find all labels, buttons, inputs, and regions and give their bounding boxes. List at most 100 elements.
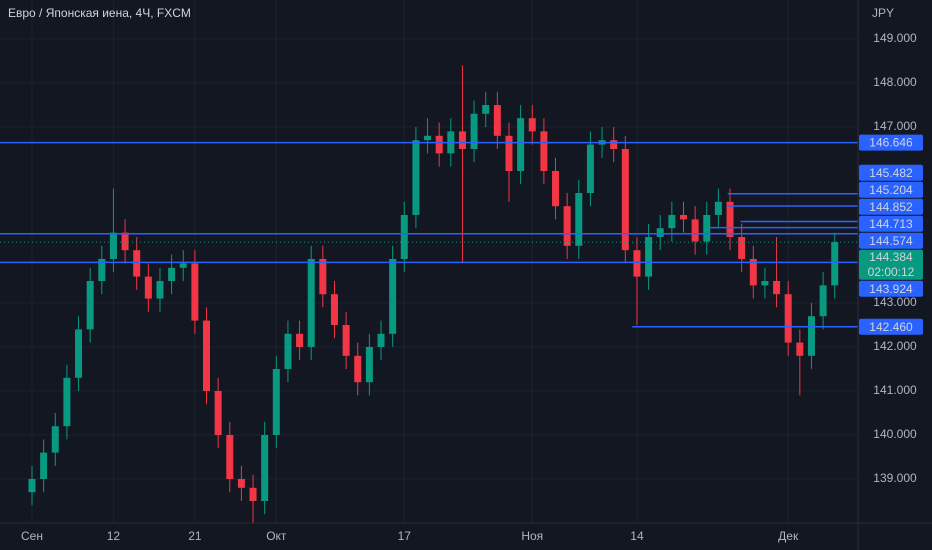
x-tick-label: Окт (266, 529, 287, 543)
candle-body (342, 324, 350, 356)
candle-body (237, 478, 245, 488)
candle-body (563, 206, 571, 246)
candle-body (831, 242, 839, 286)
candle-body (575, 192, 583, 246)
level-label: 144.852 (869, 200, 913, 214)
level-label: 142.460 (869, 320, 913, 334)
x-tick-label: 14 (630, 529, 644, 543)
candle-body (389, 258, 397, 334)
candle-body (365, 346, 373, 383)
candle-body (330, 294, 338, 325)
level-label-box (859, 232, 923, 249)
candle-body (784, 294, 792, 343)
x-tick-label: 21 (188, 529, 202, 543)
candle-body (377, 333, 385, 347)
candle-body (610, 140, 618, 149)
y-tick-label: 141.000 (873, 383, 917, 397)
candle-body (191, 263, 199, 321)
candle-body (645, 236, 653, 277)
candle-body (435, 135, 443, 154)
currency: JPY (872, 6, 894, 20)
y-tick-label: 143.000 (873, 295, 917, 309)
candle-body (796, 342, 804, 356)
candle-body (75, 329, 83, 378)
candle-body (819, 285, 827, 317)
candle-body (51, 426, 59, 453)
candle-body (319, 258, 327, 295)
candle-body (307, 258, 315, 347)
candle-body (656, 228, 664, 237)
candle-body (296, 333, 304, 347)
candle-body (749, 258, 757, 286)
candle-body (203, 320, 211, 391)
candle-body (668, 214, 676, 229)
level-label: 145.482 (869, 166, 913, 180)
x-tick-label: Ноя (521, 529, 543, 543)
y-tick-label: 142.000 (873, 339, 917, 353)
candle-body (86, 280, 94, 330)
level-label-box (859, 164, 923, 181)
level-label: 143.924 (869, 282, 913, 296)
candle-body (98, 258, 106, 281)
level-label-box (859, 181, 923, 198)
candle-body (621, 148, 629, 251)
level-label: 144.713 (869, 217, 913, 231)
candle-body (179, 263, 187, 268)
candle-body (738, 236, 746, 259)
candle-body (28, 478, 36, 493)
candle-body (633, 250, 641, 277)
candle-body (679, 214, 687, 220)
candle-body (133, 250, 141, 277)
level-label-box (859, 318, 923, 335)
y-tick-label: 147.000 (873, 119, 917, 133)
candle-body (482, 104, 490, 114)
candle-body (517, 118, 525, 171)
candle-body (156, 280, 164, 299)
x-tick-label: Сен (21, 529, 43, 543)
candle-body (540, 131, 548, 171)
candle-body (470, 113, 478, 149)
candle-body (214, 390, 222, 435)
y-tick-label: 140.000 (873, 427, 917, 441)
level-label: 146.646 (869, 136, 913, 150)
candle-body (726, 201, 734, 237)
x-tick-label: Дек (778, 529, 799, 543)
x-tick-label: 17 (398, 529, 412, 543)
candle-body (691, 219, 699, 242)
candle-body (761, 280, 769, 286)
level-label-box (859, 134, 923, 151)
x-tick-label: 12 (107, 529, 121, 543)
candle-body (528, 118, 536, 132)
candle-body (354, 355, 362, 383)
candle-body (807, 316, 815, 356)
candle-body (272, 368, 280, 435)
chart-title: Евро / Японская иена, 4Ч, FXCM (8, 6, 191, 20)
candle-body (261, 434, 269, 501)
candle-body (412, 140, 420, 215)
y-tick-label: 148.000 (873, 75, 917, 89)
plot (0, 65, 858, 523)
countdown: 02:00:12 (868, 265, 915, 279)
candle-body (109, 232, 117, 259)
last-price-box (859, 249, 923, 280)
candle-body (121, 232, 129, 251)
candle-body (400, 214, 408, 259)
candle-body (773, 280, 781, 295)
level-label-box (859, 198, 923, 215)
y-tick-label: 139.000 (873, 471, 917, 485)
candle-body (586, 144, 594, 193)
candle-body (703, 214, 711, 242)
candle-body (226, 434, 234, 479)
candle-body (505, 135, 513, 171)
candle-body (144, 276, 152, 299)
level-label: 145.204 (869, 183, 913, 197)
candle-body (424, 135, 432, 141)
level-label-box (859, 280, 923, 297)
candle-body (458, 131, 466, 149)
candle-body (284, 333, 292, 369)
candle-body (40, 452, 48, 479)
candle-body (714, 201, 722, 215)
level-label-box (859, 215, 923, 232)
